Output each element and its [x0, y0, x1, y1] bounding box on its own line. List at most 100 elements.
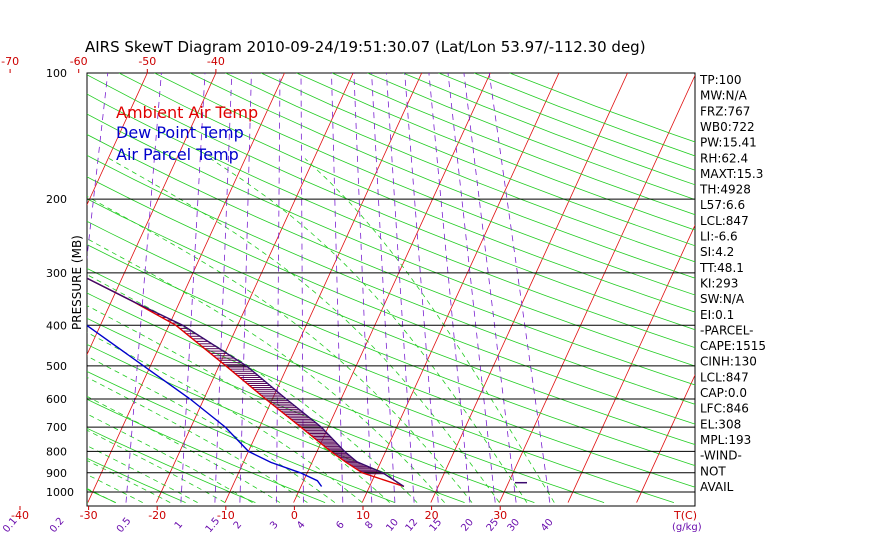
dry-adiabat-line [0, 73, 46, 503]
pressure-tick-label: 900 [46, 467, 67, 480]
sounding-index: TP:100 [699, 73, 742, 87]
dry-adiabat-line [331, 73, 695, 216]
mixing-ratio-line [331, 73, 344, 503]
moist-adiabat-line [87, 413, 253, 503]
mixing-ratio-label: 4 [295, 519, 308, 531]
mixing-ratio-line [353, 73, 373, 503]
top-tick-label: -60 [70, 55, 88, 68]
legend: Ambient Air Temp Dew Point Temp Air Parc… [116, 103, 258, 164]
sounding-index: EI:0.1 [700, 308, 734, 322]
dry-adiabat-line [87, 244, 695, 488]
sounding-index: WB0:722 [700, 120, 755, 134]
sounding-index: LI:-6.6 [700, 230, 738, 244]
mixing-ratio-label: 0.2 [48, 516, 67, 535]
sounding-index: CAP:0.0 [700, 386, 747, 400]
pressure-tick-label: 300 [46, 267, 67, 280]
sounding-index: CAPE:1515 [700, 339, 766, 353]
mixing-ratio-line [300, 73, 304, 503]
isotherm-line [156, 73, 354, 503]
dry-adiabat-line [402, 73, 695, 186]
bottom-tick-label: 0 [291, 509, 298, 522]
moist-adiabat-line [87, 305, 390, 503]
dry-adiabat-line [260, 73, 695, 247]
sounding-index: MPL:193 [700, 433, 751, 447]
mixing-ratio-line [12, 73, 70, 503]
dry-adiabat-line [87, 74, 695, 331]
top-tick-label: -70 [1, 55, 19, 68]
mixing-ratio-line [239, 73, 252, 503]
isotherm-line [567, 224, 695, 503]
pressure-tick-label: 600 [46, 393, 67, 406]
dry-adiabat-line [473, 73, 695, 157]
isotherm-line [0, 54, 19, 503]
temperature-unit-label: T(C) [673, 509, 697, 522]
dry-adiabat-line [87, 113, 695, 367]
bottom-tick-label: -10 [217, 509, 235, 522]
top-tick-label: -40 [207, 55, 225, 68]
sounding-index: SI:4.2 [700, 245, 734, 259]
pressure-tick-label: 500 [46, 360, 67, 373]
sounding-index: LCL:847 [700, 370, 749, 384]
isotherm-line [430, 73, 628, 503]
sounding-index: -PARCEL- [700, 323, 754, 337]
top-temperature-ticks: -120-110-100-90-80-70-60-50-40 [1, 55, 225, 73]
bottom-tick-label: 20 [425, 509, 439, 522]
sounding-index: LCL:847 [700, 214, 749, 228]
mixing-ratio-label: 10 [384, 517, 401, 534]
chart-title: AIRS SkewT Diagram 2010-09-24/19:51:30.0… [85, 38, 646, 56]
moist-adiabat-line [87, 355, 336, 503]
y-axis-label: PRESSURE (MB) [70, 235, 84, 330]
moist-adiabat-line [87, 274, 418, 503]
mixing-ratio-line [463, 73, 517, 503]
isotherm-line [224, 73, 423, 503]
mixing-ratio-line [125, 73, 162, 503]
mixing-ratio-line [214, 73, 233, 503]
bottom-tick-label: -40 [11, 509, 29, 522]
dry-adiabat-line [189, 73, 695, 279]
dry-adiabat-line [225, 73, 695, 263]
bottom-tick-label: -20 [148, 509, 166, 522]
mixing-ratio-label: 30 [506, 517, 523, 534]
moist-adiabat-line [210, 158, 528, 503]
mixing-ratio-line [180, 73, 206, 503]
moist-adiabat-line [87, 429, 226, 503]
mixing-ratio-label: 8 [363, 519, 376, 531]
sounding-index: NOT [700, 464, 726, 478]
mixing-ratio-line [404, 73, 439, 503]
sounding-index: CINH:130 [700, 355, 757, 369]
dry-adiabat-line [367, 73, 695, 200]
sounding-index: EL:308 [700, 417, 741, 431]
sounding-index: KI:293 [700, 277, 738, 291]
mixing-ratio-label: 12 [404, 517, 421, 534]
mixing-ratio-label: 20 [459, 517, 476, 534]
bottom-tick-label: -30 [80, 509, 98, 522]
bottom-tick-label: 10 [356, 509, 370, 522]
mixing-ratio-unit-label: (g/kg) [672, 522, 702, 533]
bottom-tick-label: 30 [493, 509, 507, 522]
sounding-index: LFC:846 [700, 402, 749, 416]
isotherm-line [87, 73, 285, 503]
top-tick-label: -50 [138, 55, 156, 68]
mixing-ratio-line [488, 73, 551, 503]
dry-adiabat-line [118, 73, 695, 313]
mixing-ratio-label: 3 [268, 519, 281, 531]
dry-adiabat-line [87, 198, 695, 446]
dry-adiabat-line [87, 134, 695, 386]
pressure-tick-label: 800 [46, 445, 67, 458]
legend-ambient: Ambient Air Temp [116, 103, 258, 122]
dew-point-line [87, 324, 323, 487]
isotherm-line [361, 73, 560, 503]
isotherm-line [636, 374, 695, 503]
mixing-ratio-label: 1 [173, 519, 186, 531]
moist-adiabat-line [87, 395, 281, 503]
parcel-temp-line [87, 277, 405, 488]
cape-hatch [134, 302, 385, 475]
dry-adiabat-line [438, 73, 695, 171]
mixing-ratio-label: 6 [334, 519, 347, 531]
pressure-tick-label: 700 [46, 421, 67, 434]
sounding-index: AVAIL [700, 480, 734, 494]
sounding-index: PW:15.41 [700, 136, 757, 150]
